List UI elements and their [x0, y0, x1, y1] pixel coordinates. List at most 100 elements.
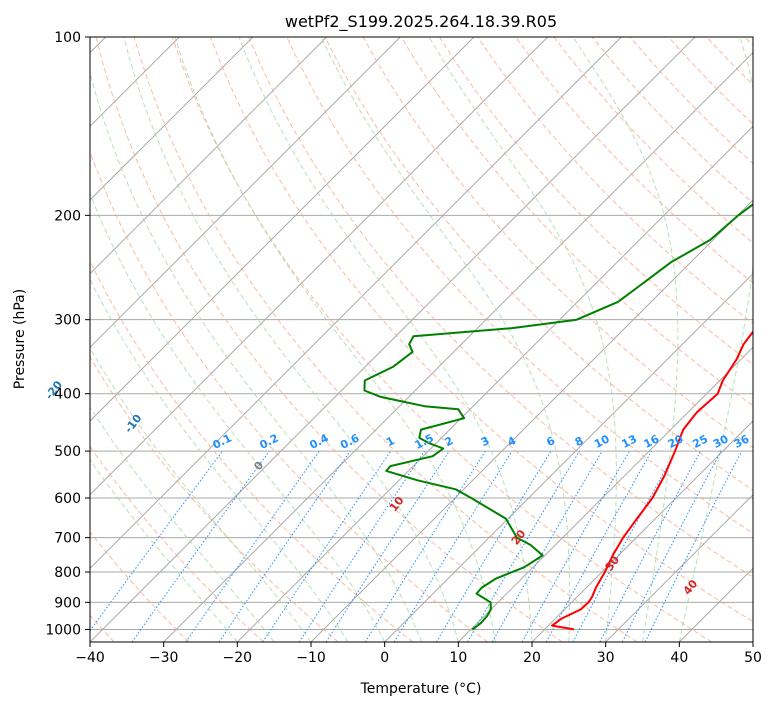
mixing-ratio-label: 30	[711, 432, 731, 451]
mixing-ratio-line	[435, 450, 552, 642]
y-tick-label: 300	[54, 313, 81, 329]
x-tick-label: −30	[149, 650, 179, 666]
y-tick-label: 100	[54, 30, 81, 46]
mixing-ratio-line	[131, 450, 270, 642]
mixing-ratio-label: 25	[691, 432, 711, 451]
moist-adiabat-line	[123, 37, 459, 642]
plot-frame	[89, 36, 754, 643]
dry-adiabat-line	[515, 37, 753, 284]
moist-adiabat-line	[572, 37, 679, 642]
mixing-ratio-line	[545, 450, 653, 642]
x-tick-label: −40	[75, 650, 105, 666]
mixing-ratio-label: 36	[732, 432, 752, 451]
isotherm-line	[90, 37, 549, 496]
mixing-ratio-label: 2	[443, 434, 456, 449]
y-tick-label: 500	[54, 444, 81, 460]
y-tick-label: 600	[54, 491, 81, 507]
isotherm-line	[90, 37, 622, 570]
isotherm-line	[457, 346, 753, 642]
isotherm-line	[90, 37, 475, 422]
mixing-ratio-label: 16	[642, 432, 662, 451]
isotherm-line	[531, 420, 753, 642]
mixing-ratio-line	[572, 450, 677, 642]
isotherm-line	[384, 272, 753, 642]
moist-adiabat-line	[428, 37, 617, 642]
x-tick-label: −10	[296, 650, 326, 666]
mixing-ratio-label: 1	[384, 434, 397, 449]
mixing-ratio-line	[467, 450, 580, 642]
isotherm-line	[163, 51, 753, 642]
mixing-ratio-line	[90, 450, 223, 632]
dry-adiabat-line	[248, 37, 753, 578]
isotherm-line	[236, 125, 753, 642]
mixing-ratio-label: 0.2	[257, 431, 280, 451]
mixing-ratio-line	[262, 450, 392, 642]
isotherm-line	[90, 37, 254, 201]
x-axis-title: Temperature (°C)	[360, 681, 482, 697]
isotherm-line	[752, 641, 753, 642]
x-tick-label: 50	[744, 650, 762, 666]
moist-adiabat-line	[90, 192, 386, 642]
dewpoint-profile-line	[363, 203, 753, 631]
mixing-ratio-line	[521, 450, 630, 642]
dry-adiabat-line	[744, 37, 753, 47]
moist-adiabat-line	[678, 37, 753, 642]
mixing-ratio-line	[185, 450, 320, 642]
axis-ticks: −40 −30 −20 −10 0 10 20 30 40 5010020030040050060…	[45, 30, 762, 666]
dry-adiabat-line	[90, 259, 414, 642]
y-tick-label: 200	[54, 208, 81, 224]
chart-title: wetPf2_S199.2025.264.18.39.R05	[285, 12, 557, 32]
moist-adiabat-line	[174, 37, 496, 642]
dry-adiabat-line	[95, 37, 563, 642]
dry-adiabat-line	[90, 150, 488, 642]
x-tick-label: 10	[449, 650, 467, 666]
mixing-ratio-line	[325, 450, 450, 642]
dry-adiabat-line	[90, 356, 339, 642]
dry-adiabat-line	[324, 37, 753, 491]
moist-adiabat-line	[320, 37, 571, 642]
mixing-ratio-label: 0.4	[307, 431, 331, 452]
dry-adiabat-line	[668, 37, 753, 125]
isotherm-line	[678, 567, 753, 642]
moist-adiabat-line	[90, 459, 238, 642]
dry-adiabat-line	[171, 37, 712, 642]
y-tick-label: 400	[54, 387, 81, 403]
mixing-ratio-line	[218, 450, 351, 642]
mixing-ratio-line	[393, 450, 513, 642]
mixing-ratio-line	[621, 450, 722, 642]
mixing-ratio-line	[364, 450, 486, 642]
moist-adiabat-line	[90, 70, 422, 642]
mixing-ratio-line	[644, 450, 743, 642]
background-lines	[90, 37, 753, 642]
dry-adiabat-line	[133, 37, 638, 642]
dry-adiabat-line	[477, 37, 753, 325]
moist-adiabat-line	[90, 278, 349, 642]
x-tick-label: 40	[670, 650, 688, 666]
dry-adiabat-line	[90, 531, 190, 642]
mixing-ratio-label: 1.5	[413, 431, 436, 451]
moist-adiabat-label: 0	[251, 459, 266, 473]
dry-adiabat-line	[210, 37, 753, 623]
mixing-ratio-label: 13	[620, 432, 640, 451]
moist-adiabat-label: 10	[387, 494, 407, 514]
x-tick-label: −20	[223, 650, 253, 666]
isotherm-line	[90, 37, 328, 275]
dry-adiabat-line	[400, 37, 753, 407]
x-tick-label: 0	[380, 650, 389, 666]
x-tick-label: 20	[523, 650, 541, 666]
moist-adiabat-line	[90, 347, 312, 642]
mixing-ratio-line	[298, 450, 425, 642]
isotherm-line	[605, 493, 753, 642]
isotherm-line	[310, 199, 753, 642]
y-tick-label: 900	[54, 595, 81, 611]
sounding-profiles	[363, 203, 753, 631]
x-tick-label: 30	[597, 650, 615, 666]
temperature-profile-line	[551, 330, 753, 631]
y-axis-title: Pressure (hPa)	[12, 289, 28, 389]
y-tick-label: 700	[54, 531, 81, 547]
moist-adiabat-label: 40	[681, 577, 701, 597]
dry-adiabat-line	[706, 37, 753, 86]
mixing-ratio-label: 8	[573, 434, 586, 449]
